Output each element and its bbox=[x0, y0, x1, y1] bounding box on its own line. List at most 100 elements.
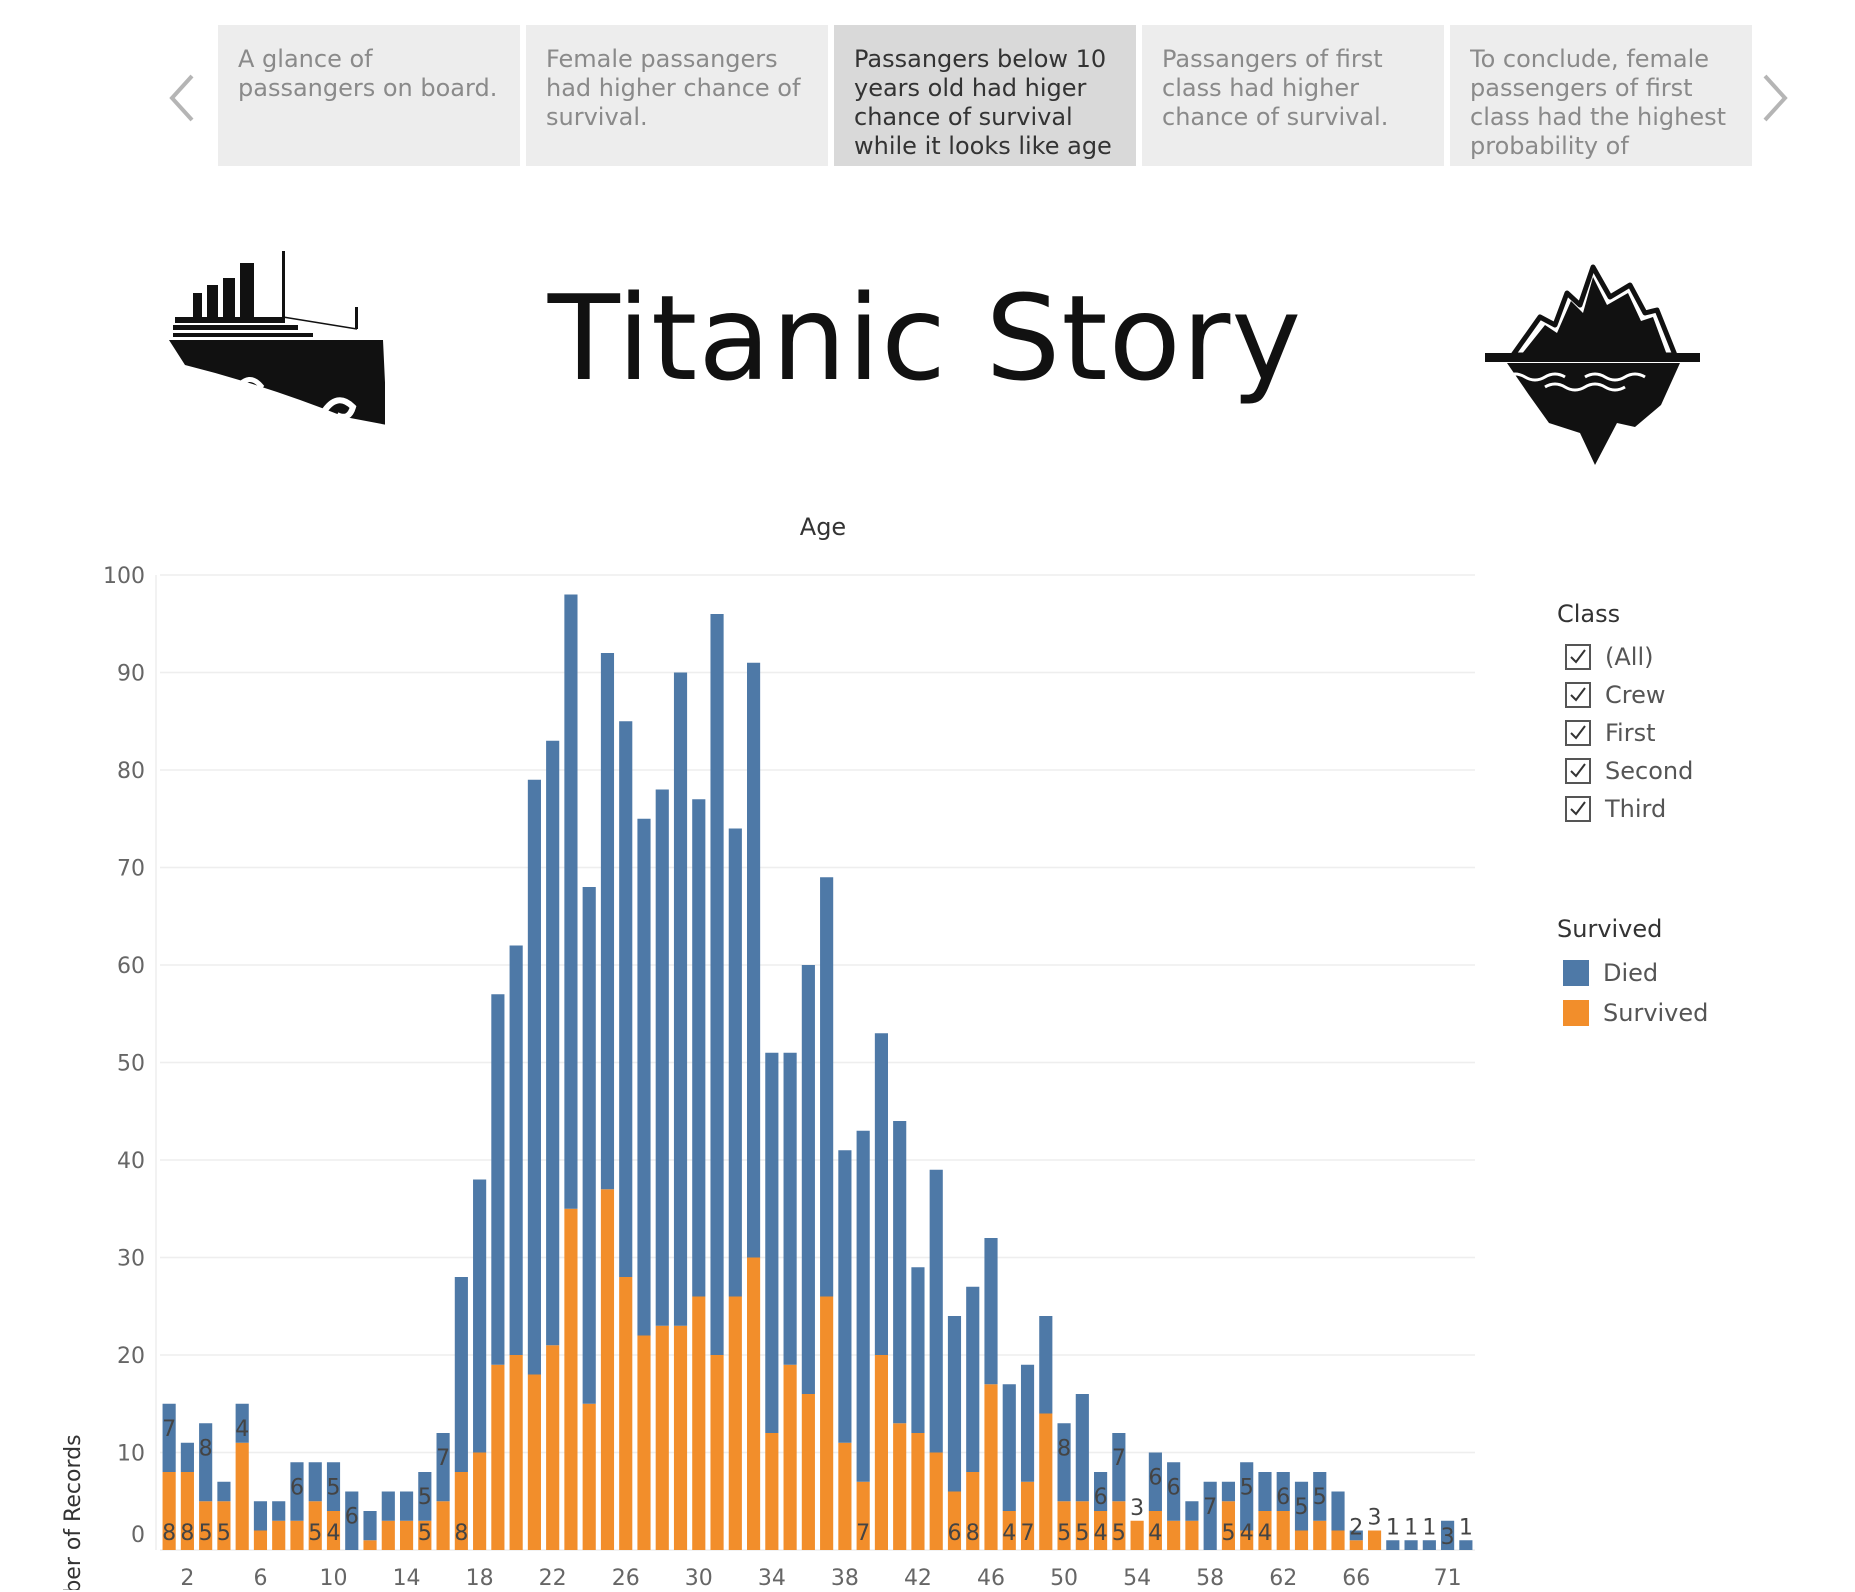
bar-died[interactable] bbox=[911, 1267, 925, 1433]
bar-survived[interactable] bbox=[326, 1511, 341, 1550]
filter-option-all[interactable]: (All) bbox=[1557, 638, 1817, 676]
bar-died[interactable] bbox=[1002, 1384, 1016, 1511]
bar-survived[interactable] bbox=[966, 1472, 980, 1550]
chevron-left-icon[interactable] bbox=[162, 70, 202, 126]
bar-survived[interactable] bbox=[1075, 1501, 1089, 1550]
story-point-2[interactable]: Female passangers had higher chance of s… bbox=[526, 25, 828, 166]
bar-died[interactable] bbox=[1185, 1501, 1199, 1521]
bar-died[interactable] bbox=[1221, 1481, 1236, 1502]
bar-died[interactable] bbox=[1258, 1472, 1272, 1511]
chevron-right-icon[interactable] bbox=[1755, 70, 1795, 126]
story-point-3[interactable]: Passangers below 10 years old had higer … bbox=[834, 25, 1136, 166]
legend-item-died[interactable]: Died bbox=[1557, 953, 1817, 993]
story-point-4[interactable]: Passangers of first class had higher cha… bbox=[1142, 25, 1444, 166]
bar-survived[interactable] bbox=[783, 1364, 797, 1550]
bar-survived[interactable] bbox=[619, 1277, 633, 1550]
bar-died[interactable] bbox=[838, 1150, 852, 1443]
bar-died[interactable] bbox=[1020, 1364, 1035, 1482]
bar-survived[interactable] bbox=[893, 1423, 907, 1550]
bar-died[interactable] bbox=[1039, 1316, 1053, 1414]
bar-died[interactable] bbox=[1331, 1491, 1345, 1531]
bar-died[interactable] bbox=[1441, 1520, 1455, 1550]
story-point-1[interactable]: A glance of passangers on board. bbox=[218, 25, 520, 166]
bar-died[interactable] bbox=[454, 1277, 468, 1472]
bar-survived[interactable] bbox=[637, 1335, 651, 1551]
bar-died[interactable] bbox=[893, 1121, 907, 1424]
bar-died[interactable] bbox=[527, 779, 541, 1375]
bar-died[interactable] bbox=[1075, 1394, 1089, 1502]
bar-survived[interactable] bbox=[308, 1501, 322, 1550]
bar-survived[interactable] bbox=[1020, 1481, 1035, 1550]
bar-died[interactable] bbox=[1112, 1433, 1126, 1502]
bar-survived[interactable] bbox=[728, 1296, 742, 1551]
bar-died[interactable] bbox=[217, 1481, 231, 1502]
bar-died[interactable] bbox=[747, 662, 761, 1258]
bar-died[interactable] bbox=[1404, 1540, 1418, 1550]
bar-survived[interactable] bbox=[710, 1355, 724, 1550]
bar-survived[interactable] bbox=[838, 1442, 852, 1550]
bar-survived[interactable] bbox=[564, 1208, 578, 1550]
bar-died[interactable] bbox=[1386, 1540, 1400, 1550]
bar-died[interactable] bbox=[345, 1491, 359, 1551]
bar-survived[interactable] bbox=[381, 1520, 395, 1550]
bar-died[interactable] bbox=[929, 1169, 943, 1453]
bar-survived[interactable] bbox=[1276, 1511, 1290, 1550]
bar-survived[interactable] bbox=[199, 1501, 213, 1550]
bar-survived[interactable] bbox=[527, 1374, 541, 1551]
bar-died[interactable] bbox=[1094, 1472, 1108, 1511]
bar-died[interactable] bbox=[326, 1462, 341, 1511]
bar-survived[interactable] bbox=[801, 1394, 815, 1550]
bar-died[interactable] bbox=[399, 1491, 414, 1521]
bar-died[interactable] bbox=[692, 799, 706, 1297]
bar-survived[interactable] bbox=[436, 1501, 450, 1550]
bar-died[interactable] bbox=[600, 653, 615, 1190]
bar-survived[interactable] bbox=[1094, 1511, 1108, 1550]
bar-survived[interactable] bbox=[856, 1481, 870, 1550]
bar-died[interactable] bbox=[655, 789, 669, 1326]
bar-survived[interactable] bbox=[1002, 1511, 1016, 1550]
bar-survived[interactable] bbox=[1148, 1511, 1162, 1550]
bar-survived[interactable] bbox=[1039, 1413, 1053, 1551]
bar-survived[interactable] bbox=[290, 1520, 304, 1550]
bar-survived[interactable] bbox=[454, 1472, 468, 1550]
bar-survived[interactable] bbox=[1367, 1530, 1382, 1551]
filter-option-first[interactable]: First bbox=[1557, 714, 1817, 752]
bar-died[interactable] bbox=[363, 1511, 377, 1541]
checkbox-icon[interactable] bbox=[1565, 758, 1591, 784]
bar-died[interactable] bbox=[874, 1033, 888, 1355]
bar-died[interactable] bbox=[820, 877, 834, 1297]
bar-survived[interactable] bbox=[820, 1296, 834, 1551]
bar-died[interactable] bbox=[162, 1403, 176, 1472]
bar-died[interactable] bbox=[966, 1286, 980, 1472]
bar-died[interactable] bbox=[436, 1433, 450, 1502]
legend-item-survived[interactable]: Survived bbox=[1557, 993, 1817, 1033]
bar-survived[interactable] bbox=[217, 1501, 231, 1550]
bar-died[interactable] bbox=[1459, 1540, 1473, 1550]
bar-survived[interactable] bbox=[1331, 1530, 1345, 1551]
bar-survived[interactable] bbox=[582, 1403, 596, 1550]
bar-died[interactable] bbox=[1313, 1472, 1327, 1521]
bar-died[interactable] bbox=[619, 721, 633, 1277]
bar-survived[interactable] bbox=[911, 1433, 925, 1550]
bar-died[interactable] bbox=[418, 1472, 432, 1521]
bar-survived[interactable] bbox=[272, 1520, 286, 1550]
bar-died[interactable] bbox=[235, 1403, 249, 1443]
bar-died[interactable] bbox=[947, 1316, 962, 1492]
bar-died[interactable] bbox=[546, 740, 560, 1346]
checkbox-icon[interactable] bbox=[1565, 796, 1591, 822]
bar-survived[interactable] bbox=[363, 1540, 377, 1550]
bar-died[interactable] bbox=[1294, 1481, 1309, 1531]
bar-survived[interactable] bbox=[162, 1472, 176, 1550]
bar-died[interactable] bbox=[673, 672, 688, 1326]
bar-survived[interactable] bbox=[180, 1472, 194, 1550]
bar-survived[interactable] bbox=[1258, 1511, 1272, 1550]
bar-survived[interactable] bbox=[399, 1520, 414, 1550]
bar-survived[interactable] bbox=[1313, 1520, 1327, 1550]
bar-survived[interactable] bbox=[1167, 1520, 1181, 1550]
bar-survived[interactable] bbox=[1057, 1501, 1071, 1550]
bar-died[interactable] bbox=[1167, 1462, 1181, 1521]
bar-died[interactable] bbox=[856, 1130, 870, 1482]
bar-survived[interactable] bbox=[1294, 1530, 1309, 1551]
bar-survived[interactable] bbox=[747, 1257, 761, 1551]
bar-survived[interactable] bbox=[509, 1355, 523, 1550]
